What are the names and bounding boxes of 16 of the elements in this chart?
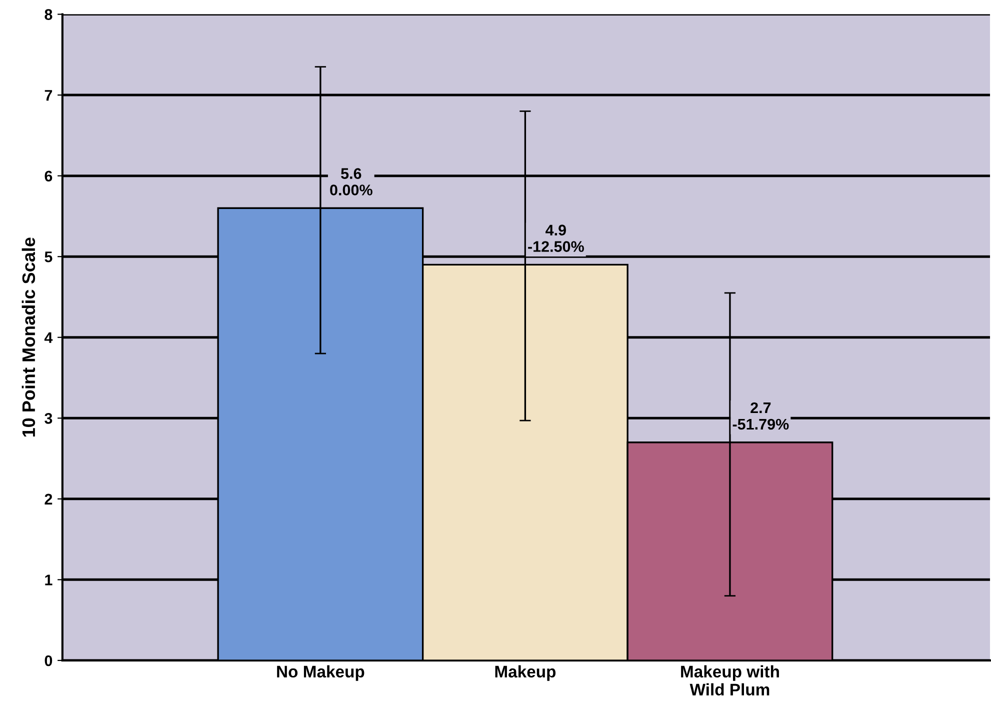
y-tick-label: 5: [44, 252, 52, 262]
data-label: 5.6 0.00%: [330, 168, 372, 196]
y-tick-label: 3: [44, 413, 52, 424]
data-label: 4.9 -12.50%: [528, 224, 584, 252]
x-tick-label: No Makeup: [277, 665, 364, 681]
y-tick-label: 7: [44, 90, 52, 101]
y-axis-title: 10 Point Monadic Scale: [22, 238, 36, 437]
y-tick-label: 6: [44, 170, 52, 182]
y-tick-label: 0: [44, 655, 52, 666]
y-tick-label: 1: [45, 574, 52, 586]
y-tick-label: 2: [44, 494, 52, 504]
y-tick-label: 4: [44, 332, 53, 343]
x-tick-label: Makeup with Wild Plum: [681, 665, 779, 696]
data-label: 2.7 -51.79%: [732, 402, 789, 430]
x-tick-label: Makeup: [495, 665, 556, 681]
y-tick-label: 8: [44, 9, 52, 20]
